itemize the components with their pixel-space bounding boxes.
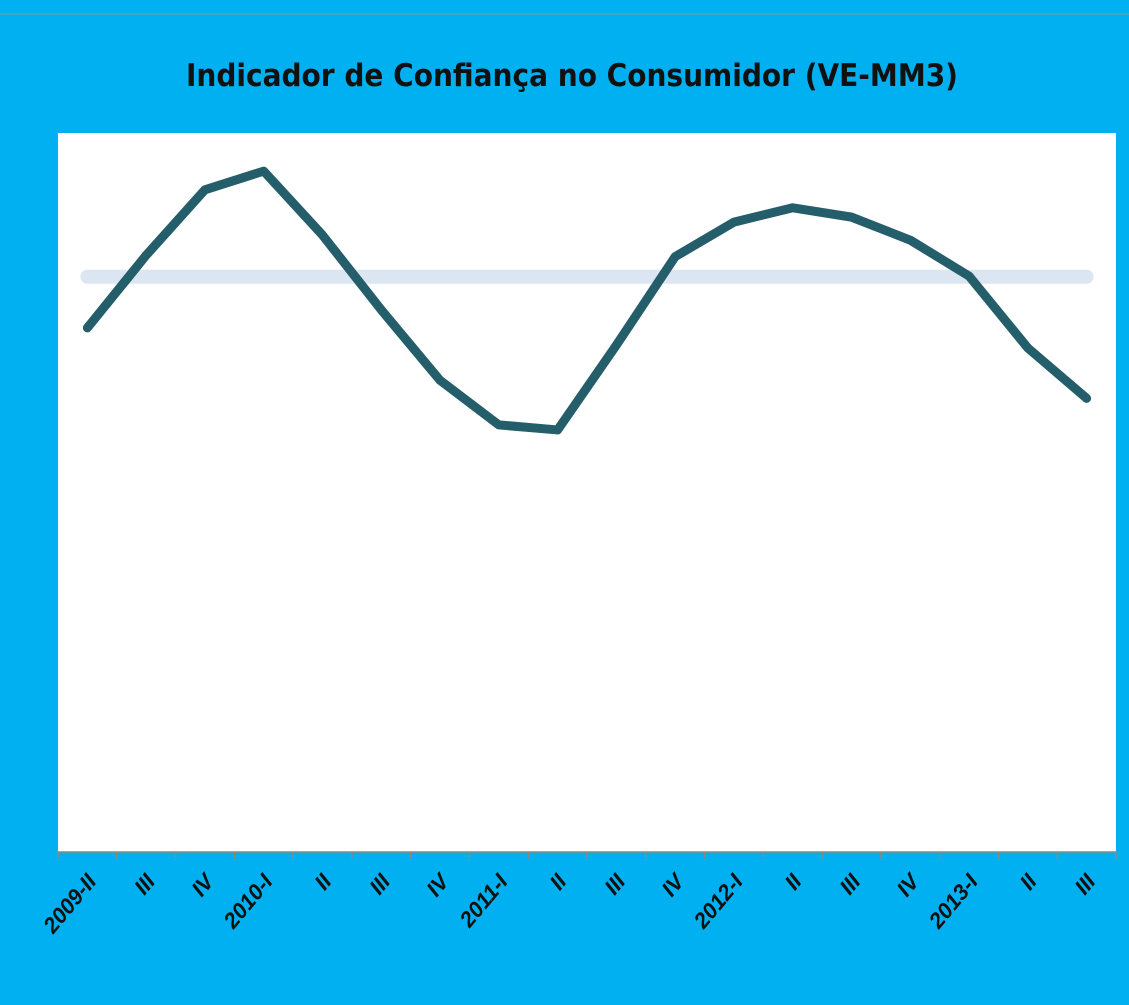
plot-area xyxy=(58,133,1116,852)
chart-title: Indicador de Confiança no Consumidor (VE… xyxy=(186,58,958,94)
data-line xyxy=(82,166,1092,435)
